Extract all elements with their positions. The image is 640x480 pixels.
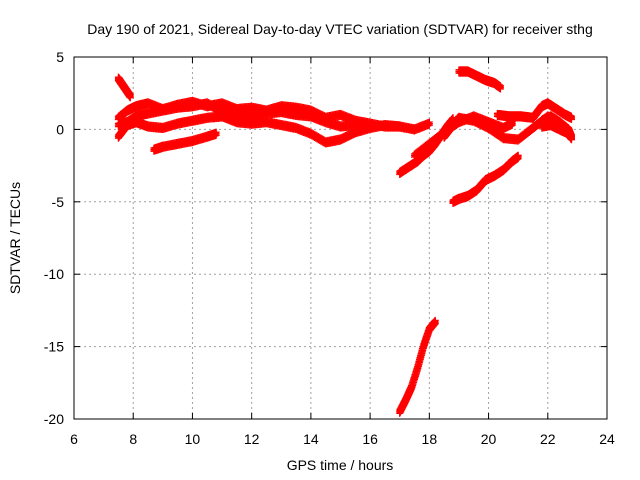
data-point bbox=[508, 121, 516, 129]
x-tick-label: 20 bbox=[481, 431, 497, 447]
x-tick-label: 14 bbox=[303, 431, 319, 447]
x-tick-label: 10 bbox=[185, 431, 201, 447]
series-track-8 bbox=[440, 111, 552, 145]
data-points bbox=[114, 66, 575, 417]
y-axis-label: SDTVAR / TECUs bbox=[7, 182, 23, 294]
x-tick-label: 22 bbox=[540, 431, 556, 447]
x-tick-label: 6 bbox=[70, 431, 78, 447]
x-axis-tick-labels: 6 8 10 12 14 16 18 20 22 24 bbox=[70, 431, 615, 447]
series-track-1 bbox=[114, 73, 134, 102]
data-point bbox=[212, 131, 220, 139]
y-tick-label: 5 bbox=[56, 49, 64, 65]
y-tick-label: -15 bbox=[44, 339, 64, 355]
axis-ticks bbox=[73, 56, 608, 420]
x-tick-label: 24 bbox=[599, 431, 615, 447]
chart-title: Day 190 of 2021, Sidereal Day-to-day VTE… bbox=[87, 21, 593, 37]
plot-frame bbox=[73, 56, 608, 420]
x-tick-label: 18 bbox=[422, 431, 438, 447]
data-point bbox=[126, 94, 134, 102]
x-tick-label: 16 bbox=[362, 431, 378, 447]
y-tick-label: 0 bbox=[56, 121, 64, 137]
series-track-14 bbox=[396, 316, 439, 417]
y-tick-label: -10 bbox=[44, 266, 64, 282]
series-track-5 bbox=[150, 128, 220, 155]
x-axis-label: GPS time / hours bbox=[287, 457, 394, 473]
x-tick-label: 12 bbox=[244, 431, 260, 447]
y-axis-tick-labels: 5 0 -5 -10 -15 -20 bbox=[44, 49, 64, 427]
series-track-10 bbox=[449, 151, 522, 207]
series-track-11 bbox=[493, 98, 575, 123]
series-track-9 bbox=[455, 66, 504, 93]
data-point bbox=[425, 121, 433, 129]
y-tick-label: -5 bbox=[52, 194, 65, 210]
series-track-13 bbox=[538, 119, 575, 144]
x-tick-label: 8 bbox=[129, 431, 137, 447]
y-tick-label: -20 bbox=[44, 411, 64, 427]
series-track-4 bbox=[114, 111, 433, 148]
